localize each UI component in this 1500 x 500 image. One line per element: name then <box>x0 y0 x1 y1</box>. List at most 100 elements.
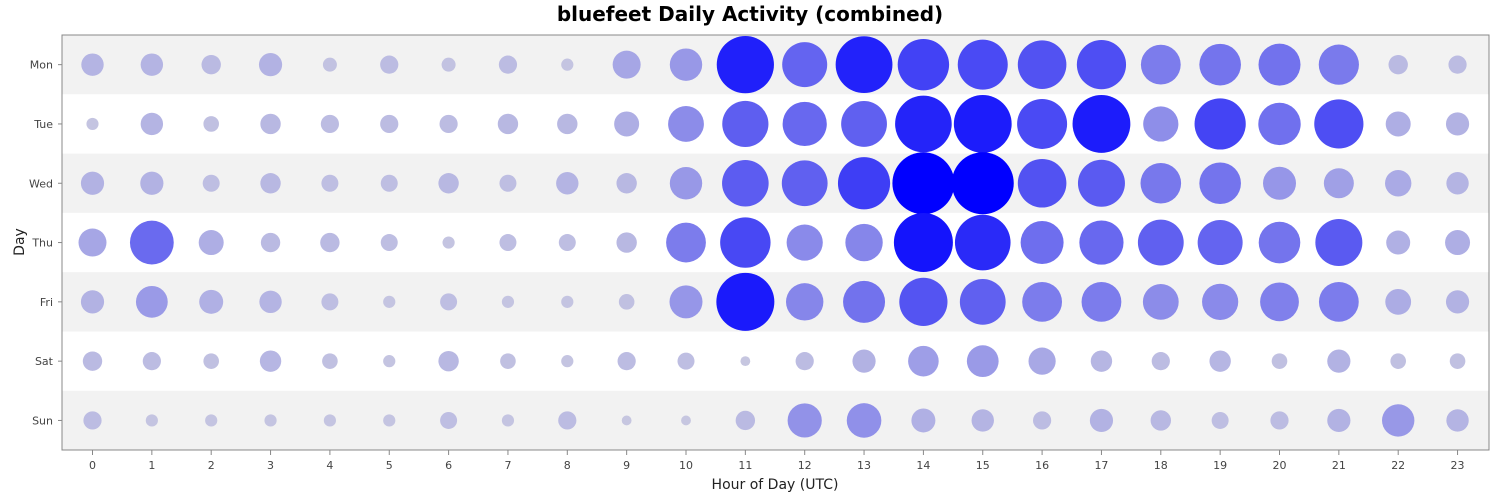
bubble-sun-17 <box>1089 408 1114 433</box>
bubble-sun-10 <box>681 415 691 426</box>
bubble-tue-18 <box>1143 106 1179 142</box>
bubble-sat-22 <box>1390 353 1406 369</box>
bubble-sun-3 <box>264 414 277 427</box>
bubble-mon-9 <box>612 50 641 79</box>
bubble-wed-2 <box>202 174 220 192</box>
x-tick-label: 1 <box>148 459 155 472</box>
bubble-sat-23 <box>1449 353 1466 369</box>
bubble-fri-7 <box>501 295 515 308</box>
bubble-wed-7 <box>499 174 517 192</box>
bubble-sun-6 <box>440 411 458 429</box>
bubble-fri-19 <box>1202 283 1239 320</box>
bubble-sat-3 <box>259 350 282 372</box>
bubble-fri-12 <box>786 283 824 321</box>
bubble-sun-1 <box>145 414 158 427</box>
bubble-thu-4 <box>320 232 340 253</box>
bubble-thu-23 <box>1445 230 1471 256</box>
bubble-fri-8 <box>561 295 574 308</box>
bubble-fri-6 <box>440 293 458 311</box>
bubble-fri-11 <box>716 272 775 331</box>
bubble-mon-12 <box>782 42 828 88</box>
x-tick-label: 4 <box>326 459 333 472</box>
bubble-sat-2 <box>203 353 219 369</box>
bubble-tue-20 <box>1258 102 1301 146</box>
bubble-thu-16 <box>1020 221 1064 265</box>
bubble-tue-14 <box>895 95 952 153</box>
y-tick-label: Wed <box>29 177 53 190</box>
y-tick-label: Fri <box>40 296 53 309</box>
bubble-sat-9 <box>617 352 636 371</box>
bubble-thu-13 <box>845 223 883 262</box>
bubble-fri-22 <box>1385 288 1412 315</box>
bubble-sun-16 <box>1033 411 1052 430</box>
bubble-tue-23 <box>1445 112 1470 136</box>
y-tick-label: Thu <box>31 237 53 250</box>
bubble-fri-13 <box>843 280 886 323</box>
bubble-wed-12 <box>781 160 828 207</box>
bubble-wed-5 <box>380 174 398 192</box>
bubble-sat-14 <box>908 345 939 377</box>
bubble-thu-0 <box>78 228 107 257</box>
bubble-sun-13 <box>846 403 882 438</box>
row-bands <box>62 35 1489 451</box>
bubble-fri-15 <box>959 278 1006 325</box>
bubble-tue-11 <box>722 100 769 148</box>
bubble-sun-20 <box>1270 411 1289 430</box>
bubble-tue-22 <box>1385 111 1411 137</box>
x-tick-label: 21 <box>1332 459 1346 472</box>
bubble-fri-5 <box>383 295 396 308</box>
bubble-sat-5 <box>383 355 396 368</box>
bubble-sun-12 <box>787 403 822 438</box>
y-axis-label: Day <box>12 228 28 256</box>
bubble-mon-0 <box>81 53 104 76</box>
bubble-fri-3 <box>259 290 282 314</box>
bubble-mon-5 <box>380 55 399 74</box>
bubble-thu-9 <box>616 232 637 253</box>
bubble-sat-19 <box>1209 350 1231 372</box>
bubble-sat-15 <box>966 345 999 378</box>
x-tick-label: 9 <box>623 459 630 472</box>
x-tick-label: 13 <box>857 459 871 472</box>
bubble-mon-8 <box>561 58 574 71</box>
bubble-tue-3 <box>260 113 281 135</box>
bubble-wed-19 <box>1199 162 1241 205</box>
bubble-mon-6 <box>441 57 456 72</box>
bubble-sun-19 <box>1211 411 1229 429</box>
bubble-thu-2 <box>198 230 224 256</box>
chart-title: bluefeet Daily Activity (combined) <box>556 2 944 26</box>
x-tick-label: 14 <box>916 459 930 472</box>
bubble-tue-15 <box>953 95 1012 153</box>
bubble-tue-6 <box>439 114 458 134</box>
bubble-tue-21 <box>1314 99 1364 149</box>
bubble-thu-18 <box>1137 219 1184 266</box>
bubble-tue-19 <box>1194 98 1246 150</box>
x-tick-label: 11 <box>738 459 752 472</box>
bubble-sun-9 <box>621 415 632 426</box>
bubble-sat-16 <box>1028 347 1056 375</box>
row-band-fri <box>62 272 1489 332</box>
bubble-thu-15 <box>954 214 1011 271</box>
bubble-wed-18 <box>1140 162 1182 204</box>
bubble-mon-17 <box>1076 40 1127 90</box>
bubble-wed-9 <box>616 173 637 194</box>
x-axis-label: Hour of Day (UTC) <box>712 477 839 493</box>
x-tick-label: 8 <box>564 459 571 472</box>
bubble-mon-23 <box>1448 55 1467 74</box>
bubble-mon-19 <box>1199 43 1241 86</box>
row-band-mon <box>62 35 1489 95</box>
x-tick-label: 17 <box>1094 459 1108 472</box>
bubble-wed-21 <box>1323 168 1354 199</box>
bubble-sat-6 <box>438 350 459 372</box>
bubble-mon-14 <box>897 38 950 91</box>
bubble-sun-15 <box>971 409 994 432</box>
bubble-sat-1 <box>142 352 161 371</box>
bubble-fri-2 <box>199 289 224 314</box>
bubble-sat-20 <box>1271 353 1288 369</box>
bubble-sun-8 <box>558 411 577 430</box>
bubble-sat-7 <box>500 353 516 369</box>
x-tick-label: 0 <box>89 459 96 472</box>
row-band-thu <box>62 212 1489 273</box>
bubble-fri-23 <box>1445 290 1470 314</box>
bubble-thu-7 <box>499 234 517 252</box>
bubble-mon-20 <box>1258 43 1301 86</box>
